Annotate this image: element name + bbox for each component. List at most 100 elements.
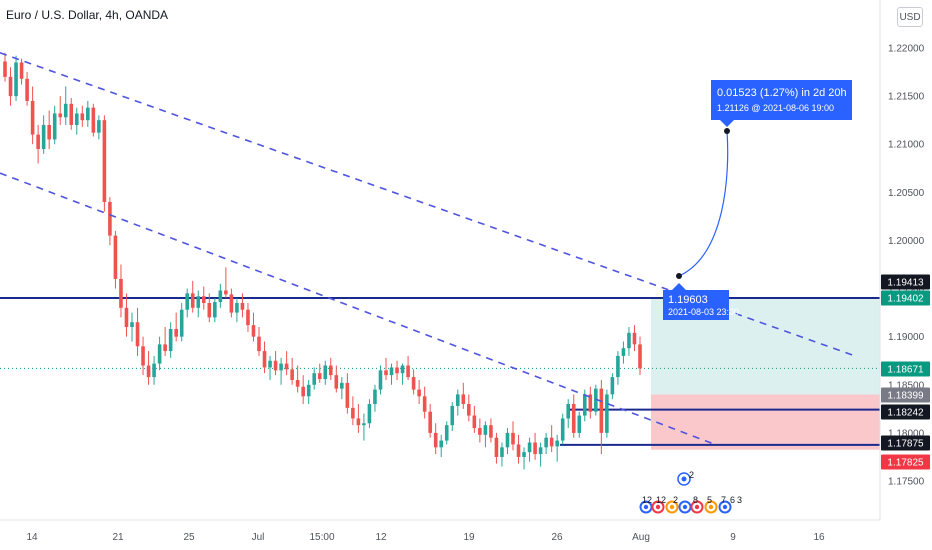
candle <box>406 355 410 380</box>
candle <box>516 434 521 464</box>
event-label: 12 <box>642 495 652 505</box>
event-flag-icon[interactable] <box>665 500 679 514</box>
candle-body <box>500 447 504 457</box>
candle-body <box>367 404 372 424</box>
candle <box>91 103 96 137</box>
event-label: 5 <box>707 495 712 505</box>
candle-body <box>483 425 488 435</box>
candle-body <box>571 404 576 433</box>
candle-body <box>207 302 212 318</box>
candle <box>356 404 361 433</box>
candle <box>235 298 239 323</box>
candle <box>549 425 554 453</box>
price-tag: 1.19413 <box>881 274 930 290</box>
candle <box>439 434 444 457</box>
candle-body <box>113 235 118 279</box>
candle <box>306 379 311 405</box>
event-flag-icon[interactable] <box>678 500 692 514</box>
price-tick: 1.21500 <box>888 92 925 103</box>
candle <box>163 327 167 356</box>
candles <box>3 52 642 470</box>
candle-body <box>444 425 449 441</box>
candle <box>538 442 543 467</box>
candle <box>47 110 51 150</box>
time-tick: 16 <box>813 532 825 543</box>
candle-body <box>257 336 261 352</box>
candle-body <box>577 415 582 433</box>
anchor-point-end[interactable] <box>724 128 730 134</box>
candle-body <box>246 309 250 326</box>
horizontal-levels <box>0 296 880 446</box>
candle <box>444 421 449 445</box>
event-label: 2 <box>673 495 678 505</box>
candle-body <box>80 113 85 121</box>
event-flag-icon[interactable] <box>704 500 718 514</box>
event-flag-icon[interactable] <box>639 500 653 514</box>
candle <box>58 96 63 125</box>
candle-body <box>268 360 272 368</box>
candle <box>494 432 499 464</box>
time-tick: 25 <box>183 532 195 543</box>
candle-body <box>163 344 167 352</box>
price-tick: 1.22000 <box>888 44 925 55</box>
candle <box>351 396 355 426</box>
candle <box>560 413 565 445</box>
event-flag-icon[interactable] <box>718 500 732 514</box>
projection-curve[interactable] <box>678 130 729 277</box>
candle-body <box>91 107 96 133</box>
candle-body <box>384 370 388 376</box>
candle <box>544 432 548 455</box>
candle-body <box>295 379 300 387</box>
price-tag: 1.17825 <box>881 454 930 470</box>
candle <box>566 399 571 429</box>
candle-body <box>439 440 444 448</box>
event-flag-icon[interactable] <box>651 500 665 514</box>
candle <box>323 360 328 385</box>
candle-body <box>152 363 156 378</box>
candle-body <box>422 396 427 412</box>
anchor-point-start[interactable] <box>676 273 682 279</box>
candle <box>505 428 510 455</box>
candle-body <box>124 307 129 328</box>
candle-body <box>516 444 521 457</box>
candle-body <box>400 365 405 374</box>
candle-body <box>378 370 383 390</box>
currency-button[interactable]: USD <box>897 7 923 27</box>
candle-body <box>345 382 350 408</box>
candle <box>152 355 156 385</box>
candle-body <box>450 405 455 426</box>
candle-body <box>610 377 615 395</box>
candle <box>224 267 228 299</box>
candle-body <box>638 344 642 369</box>
price-tick: 1.18000 <box>888 428 925 439</box>
candle-body <box>560 418 565 441</box>
time-tick: 19 <box>463 532 475 543</box>
candle <box>616 351 620 385</box>
candle <box>328 357 333 380</box>
candle <box>389 363 394 385</box>
candle-body <box>224 290 228 295</box>
candle-body <box>52 113 57 140</box>
trendline-2[interactable] <box>0 172 716 446</box>
event-flag-icon[interactable] <box>690 500 704 514</box>
candle-body <box>306 384 311 397</box>
candle-body <box>522 452 526 457</box>
candle-body <box>433 432 438 448</box>
candle <box>146 351 151 385</box>
candle-body <box>86 107 90 121</box>
candle <box>605 389 609 438</box>
candle <box>168 322 173 358</box>
candle-body <box>63 103 68 118</box>
candle <box>19 58 24 85</box>
price-tick: 1.20500 <box>888 188 925 199</box>
target-label[interactable]: 0.01523 (1.27%) in 2d 20h 1.21126 @ 2021-… <box>711 80 852 127</box>
candle-body <box>119 278 123 308</box>
event-icon-top[interactable]: 2 <box>677 470 694 486</box>
candle <box>610 373 615 400</box>
candle <box>86 100 90 127</box>
candle-body <box>30 100 35 135</box>
candle-body <box>599 388 604 433</box>
candle-body <box>135 322 140 347</box>
